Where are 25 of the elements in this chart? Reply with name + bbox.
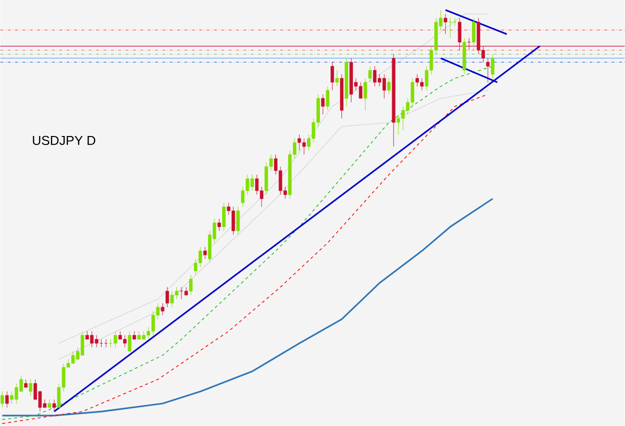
candlestick (335, 70, 339, 87)
candlestick (189, 274, 193, 296)
candlestick (217, 218, 221, 232)
candlestick (222, 202, 226, 232)
candlestick (0, 391, 4, 408)
candlestick (128, 331, 132, 352)
candlestick (472, 18, 476, 51)
candlestick (236, 206, 240, 236)
candlestick (368, 66, 372, 83)
candlestick (52, 399, 56, 412)
candlestick (364, 78, 368, 111)
candlestick (160, 303, 164, 316)
candlestick (5, 391, 9, 408)
candlestick (326, 86, 330, 111)
candlestick (28, 379, 32, 396)
candlestick (490, 54, 494, 79)
annotation: USDJPY D (32, 136, 96, 146)
candlestick (321, 94, 325, 115)
candlestick (486, 58, 490, 83)
candlestick (387, 78, 391, 95)
candlestick (203, 246, 207, 260)
candlestick (166, 287, 170, 308)
candlestick (444, 14, 448, 35)
candlestick (330, 62, 334, 91)
candlestick (458, 18, 462, 51)
